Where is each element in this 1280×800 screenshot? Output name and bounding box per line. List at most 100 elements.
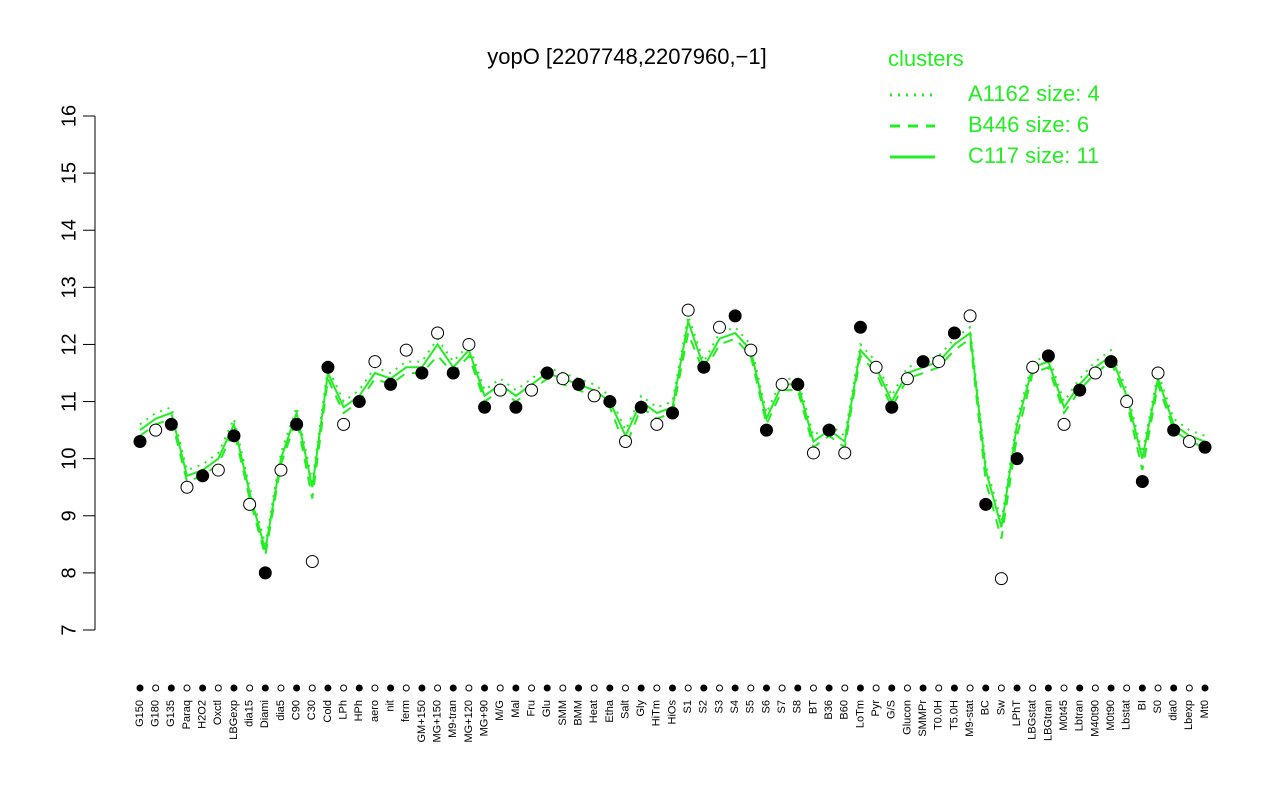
data-point xyxy=(446,366,460,380)
data-point xyxy=(900,372,914,386)
data-point xyxy=(164,417,178,431)
data-point xyxy=(431,326,445,340)
category-dot xyxy=(575,684,583,692)
data-point xyxy=(853,320,867,334)
data-point xyxy=(493,383,507,397)
category-dot xyxy=(888,684,896,692)
category-dot xyxy=(371,684,379,692)
data-point xyxy=(994,572,1008,586)
x-tick-label: G/S xyxy=(886,700,898,719)
x-tick-label: BMM xyxy=(572,700,584,726)
x-tick-label: BT xyxy=(807,700,819,714)
category-dot xyxy=(402,684,410,692)
x-tick-label: LBGtran xyxy=(1042,700,1054,741)
category-dot xyxy=(481,684,489,692)
category-dot xyxy=(1091,684,1099,692)
category-dot xyxy=(528,684,536,692)
x-tick-label: Pyr xyxy=(870,700,882,717)
data-point xyxy=(728,309,742,323)
x-tick-label: dia5 xyxy=(275,700,287,721)
category-dot xyxy=(653,684,661,692)
category-dot xyxy=(293,684,301,692)
x-tick-label: M9-stat xyxy=(964,700,976,737)
category-dot xyxy=(856,684,864,692)
y-tick-label: 16 xyxy=(58,105,80,127)
category-dot xyxy=(700,684,708,692)
category-dot xyxy=(355,684,363,692)
data-point xyxy=(478,400,492,414)
data-point xyxy=(321,360,335,374)
category-dot xyxy=(606,684,614,692)
category-dot xyxy=(418,684,426,692)
x-tick-label: G135 xyxy=(165,700,177,727)
data-point xyxy=(572,377,586,391)
y-tick-label: 10 xyxy=(58,448,80,470)
category-dot xyxy=(622,684,630,692)
legend-label: B446 size: 6 xyxy=(968,112,1089,137)
x-tick-label: Gly xyxy=(635,700,647,717)
x-tick-label: GM+150 xyxy=(416,700,428,743)
data-point xyxy=(963,309,977,323)
x-tick-label: LoTm xyxy=(854,700,866,728)
data-point xyxy=(806,446,820,460)
x-tick-label: dia0 xyxy=(1168,700,1180,721)
data-point xyxy=(211,463,225,477)
x-tick-label: M0t45 xyxy=(1058,700,1070,731)
data-point xyxy=(822,423,836,437)
y-tick-label: 9 xyxy=(58,510,80,521)
data-point xyxy=(337,417,351,431)
category-dot xyxy=(214,684,222,692)
y-tick-label: 13 xyxy=(58,276,80,298)
category-dot xyxy=(731,684,739,692)
data-point xyxy=(399,343,413,357)
cluster-line xyxy=(139,329,1206,557)
data-point xyxy=(556,372,570,386)
chart-title: yopO [2207748,2207960,−1] xyxy=(487,44,767,69)
data-point xyxy=(227,429,241,443)
category-dot xyxy=(496,684,504,692)
data-point xyxy=(712,320,726,334)
x-tick-label: MG+90 xyxy=(478,700,490,736)
x-tick-label: G150 xyxy=(134,700,146,727)
category-dot xyxy=(1138,684,1146,692)
category-dot xyxy=(809,684,817,692)
category-dot xyxy=(841,684,849,692)
category-dot xyxy=(261,684,269,692)
data-point xyxy=(587,389,601,403)
legend-title: clusters xyxy=(888,46,964,71)
legend-label: A1162 size: 4 xyxy=(968,81,1100,106)
x-tick-label: Glucon xyxy=(901,700,913,735)
data-point xyxy=(681,303,695,317)
x-tick-label: M/G xyxy=(494,700,506,721)
category-dot xyxy=(308,684,316,692)
x-tick-label: S2 xyxy=(698,700,710,713)
data-point xyxy=(603,395,617,409)
category-dot xyxy=(1060,684,1068,692)
data-point xyxy=(1104,355,1118,369)
category-dot xyxy=(997,684,1005,692)
category-dot xyxy=(246,684,254,692)
data-point xyxy=(180,480,194,494)
category-dot xyxy=(465,684,473,692)
x-tick-label: C90 xyxy=(291,700,303,720)
category-dot xyxy=(1107,684,1115,692)
category-dot xyxy=(1154,684,1162,692)
data-point xyxy=(196,469,210,483)
category-dot xyxy=(136,684,144,692)
x-tick-label: S4 xyxy=(729,700,741,713)
data-point xyxy=(1120,395,1134,409)
category-dot xyxy=(387,684,395,692)
x-tick-label: Mal xyxy=(510,700,522,718)
x-tick-label: ferm xyxy=(400,700,412,722)
x-tick-label: Paraq xyxy=(181,700,193,729)
y-tick-label: 8 xyxy=(58,567,80,578)
x-tick-label: LBGexp xyxy=(228,700,240,740)
x-tick-label: T5.0H xyxy=(948,700,960,730)
category-dot xyxy=(199,684,207,692)
y-tick-label: 14 xyxy=(58,219,80,241)
data-point xyxy=(525,383,539,397)
x-tick-label: Cold xyxy=(322,700,334,723)
x-tick-label: MG+120 xyxy=(463,700,475,743)
category-dot xyxy=(559,684,567,692)
x-tick-label: LBGstat xyxy=(1027,700,1039,740)
